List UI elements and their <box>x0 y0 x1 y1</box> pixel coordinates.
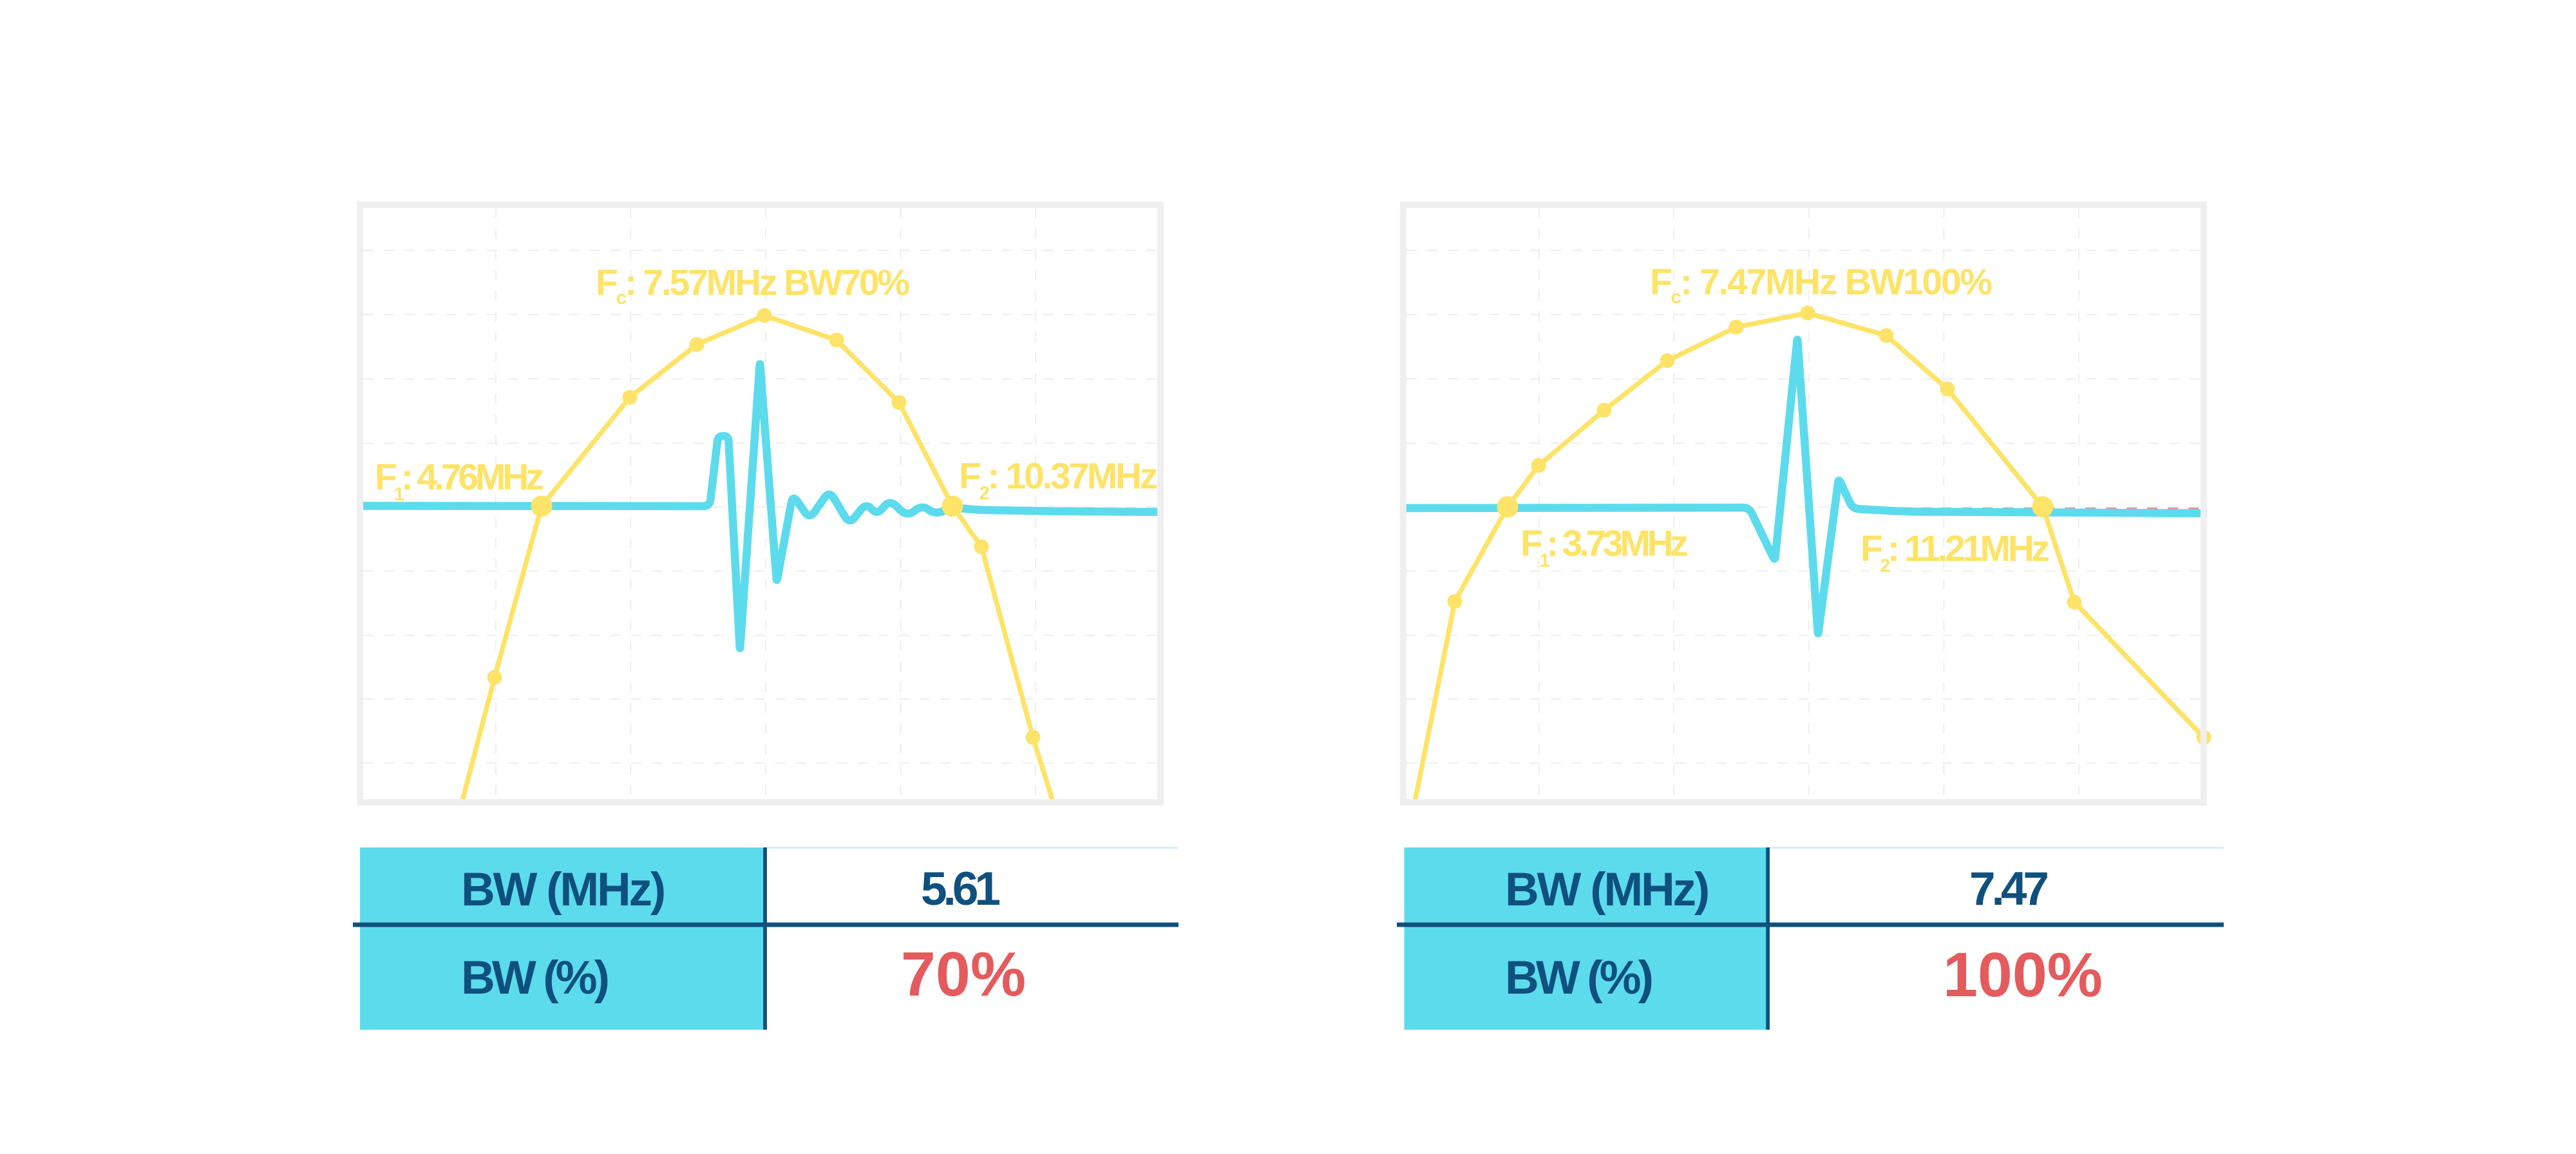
svg-text:Fc: 7.47MHz BW100%: Fc: 7.47MHz BW100% <box>1650 261 1992 308</box>
svg-text:F2: 10.37MHz: F2: 10.37MHz <box>959 456 1157 504</box>
svg-text:7.47: 7.47 <box>1969 863 2047 915</box>
svg-text:BW (%): BW (%) <box>461 952 608 1004</box>
svg-text:BW (%): BW (%) <box>1505 952 1652 1004</box>
svg-text:BW (MHz): BW (MHz) <box>461 864 664 916</box>
svg-text:F1: 3.73MHz: F1: 3.73MHz <box>1520 523 1687 571</box>
svg-text:F2: 11.21MHz: F2: 11.21MHz <box>1861 528 2049 576</box>
svg-text:70%: 70% <box>901 939 1026 1009</box>
svg-text:F1: 4.76MHz: F1: 4.76MHz <box>375 457 543 505</box>
svg-text:BW (MHz): BW (MHz) <box>1505 864 1708 916</box>
svg-text:Fc: 7.57MHz BW70%: Fc: 7.57MHz BW70% <box>596 262 909 308</box>
svg-text:5.61: 5.61 <box>921 863 999 915</box>
svg-text:100%: 100% <box>1943 940 2103 1010</box>
